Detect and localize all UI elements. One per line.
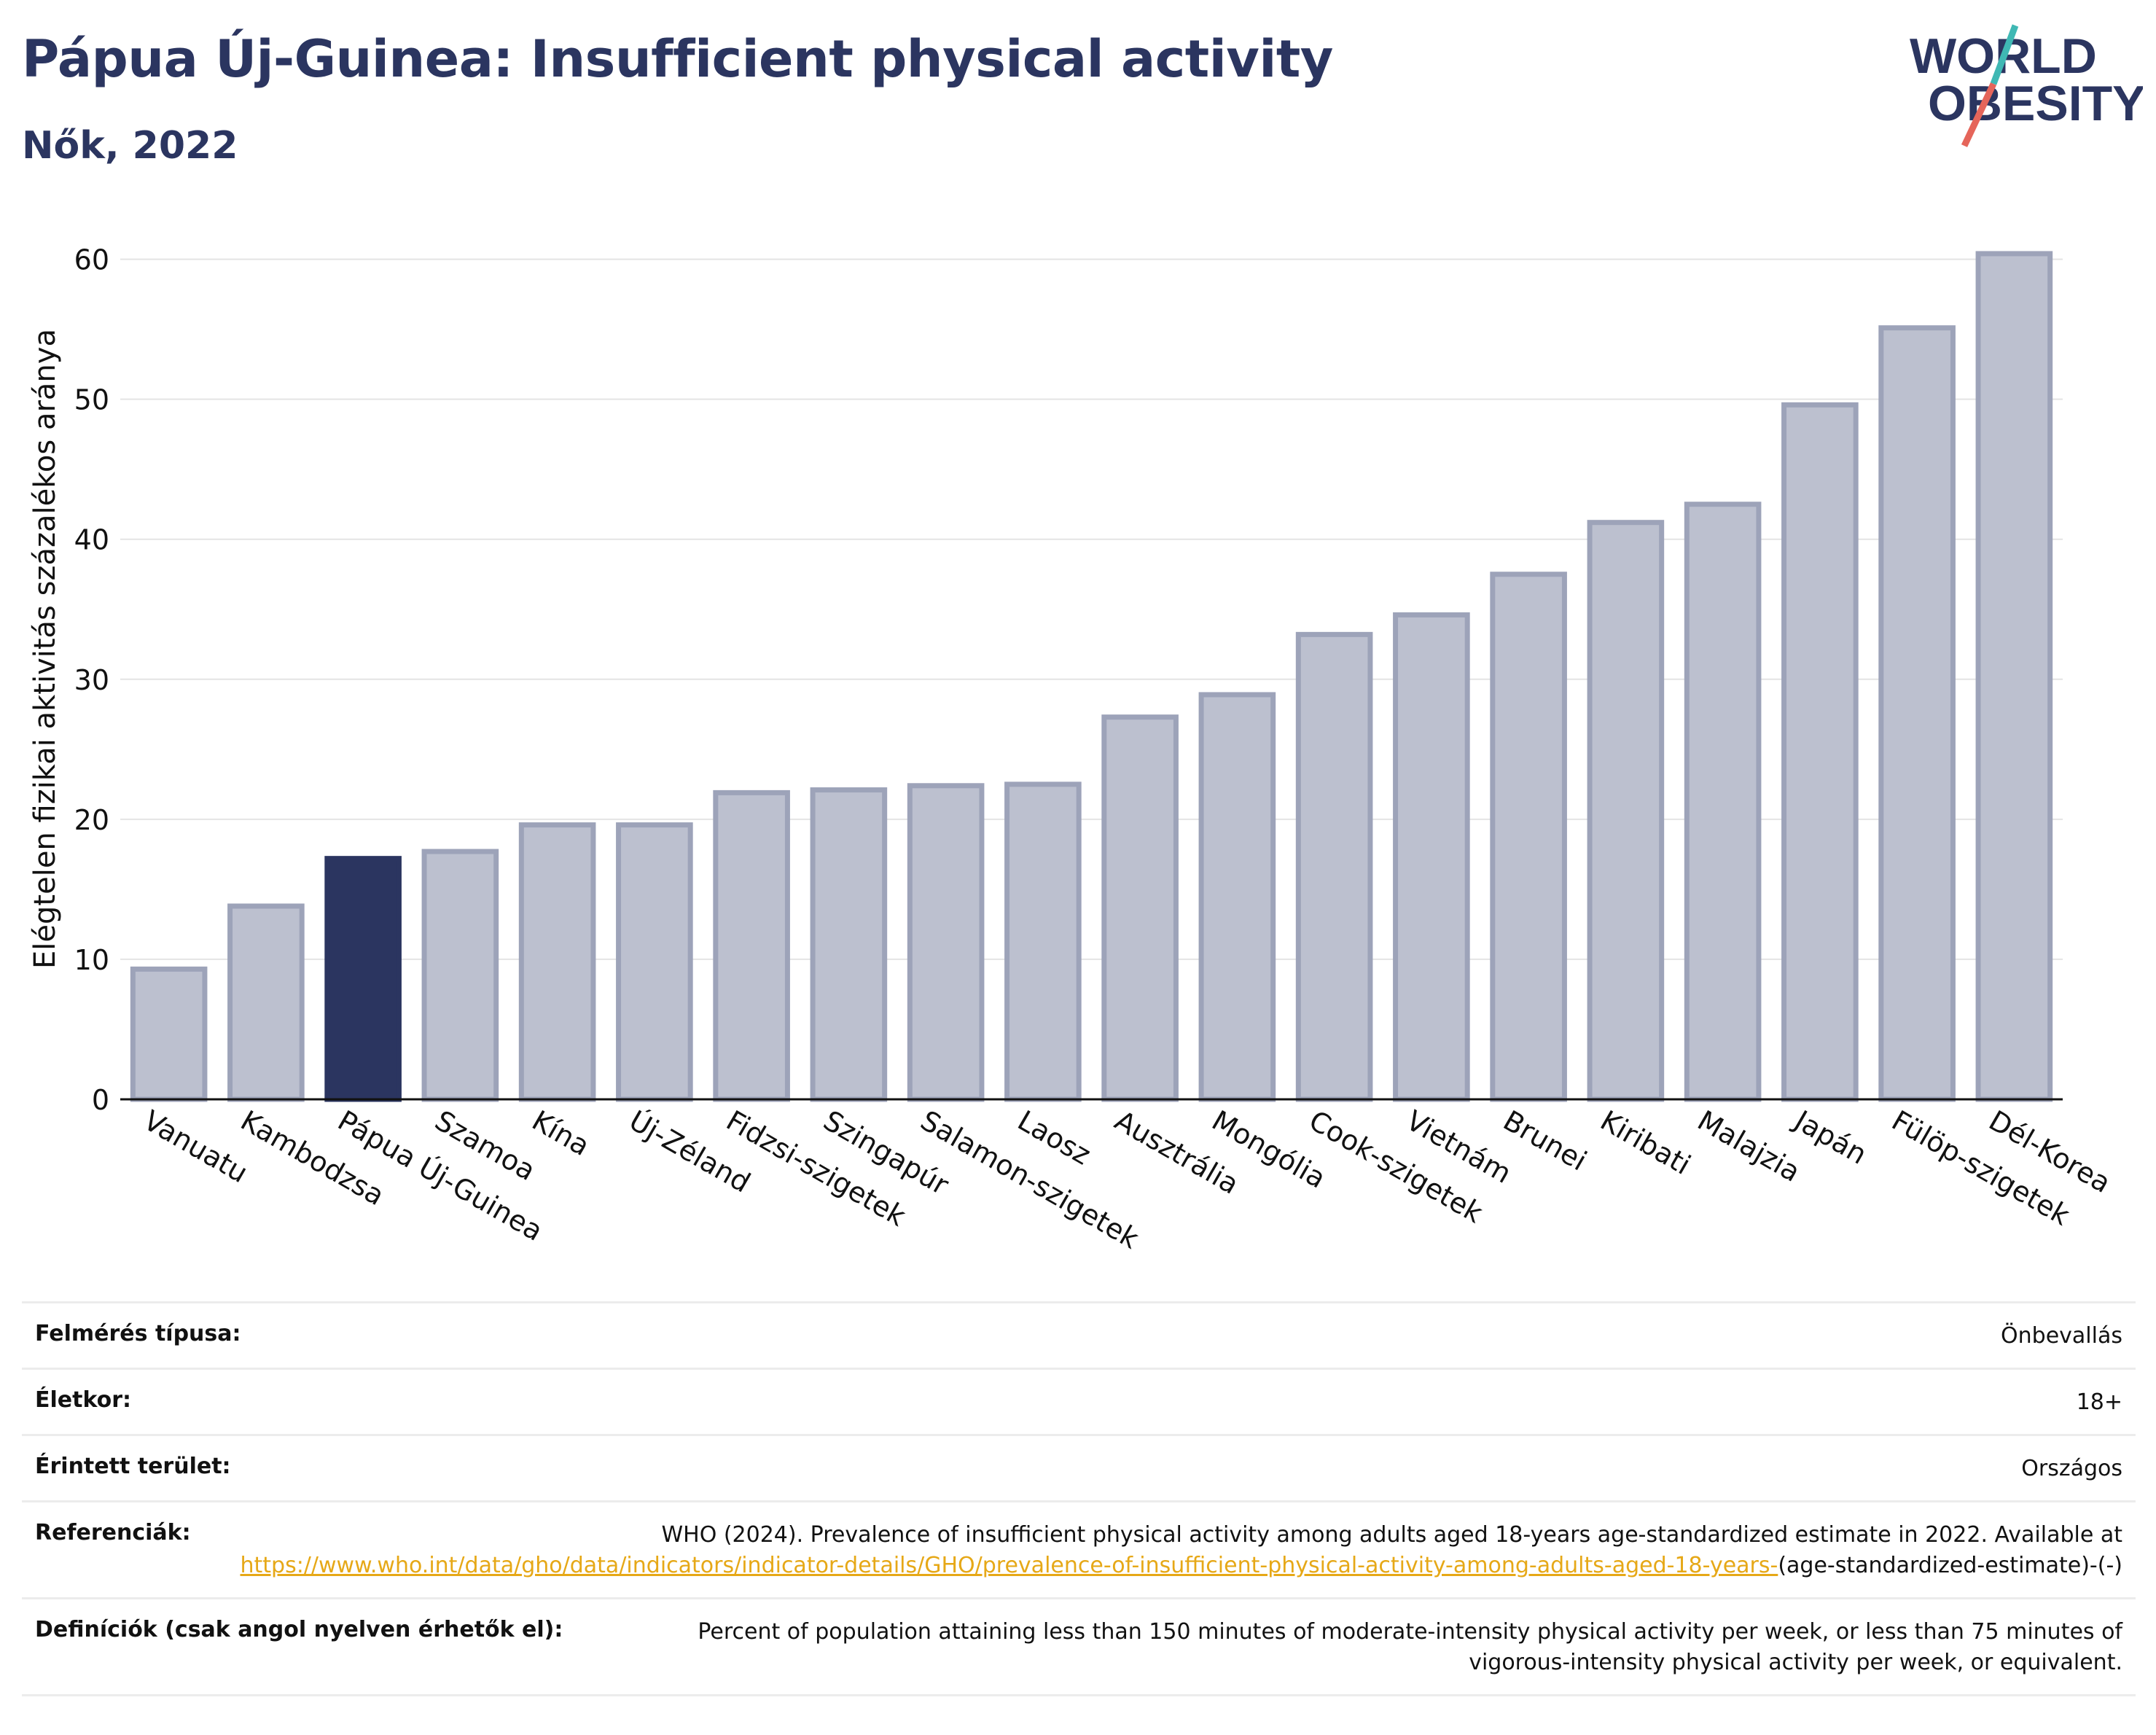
meta-key: Érintett terület: (35, 1454, 231, 1479)
y-tick-label: 40 (74, 524, 109, 556)
y-tick-label: 30 (74, 664, 109, 696)
reference-text: WHO (2024). Prevalence of insufficient p… (661, 1522, 2122, 1548)
bar-4 (421, 849, 499, 1102)
logo-slash-coral (1961, 82, 1997, 147)
y-tick-label: 20 (74, 804, 109, 836)
meta-value: WHO (2024). Prevalence of insufficient p… (235, 1520, 2122, 1581)
x-tick-label: Kiribati (1595, 1104, 1696, 1181)
bar-14 (1393, 612, 1470, 1102)
bar-9 (907, 783, 985, 1102)
bar-12 (1198, 692, 1276, 1102)
meta-row-references: Referenciák: WHO (2024). Prevalence of i… (22, 1500, 2136, 1597)
bar-11 (1101, 714, 1179, 1102)
bars (130, 251, 2053, 1102)
bar-6 (616, 822, 693, 1102)
grid-lines (120, 258, 2063, 960)
x-tick-label: Kína (527, 1104, 595, 1163)
y-tick-label: 60 (74, 244, 109, 276)
bar-10 (1004, 781, 1082, 1102)
y-tick-label: 10 (74, 944, 109, 976)
world-obesity-logo: WORLD OBESITY (1910, 24, 2143, 147)
metadata-table: Felmérés típusa: Önbevallás Életkor: 18+… (22, 1301, 2136, 1696)
logo-slash-teal (1990, 24, 2019, 85)
reference-suffix: (age-standardized-estimate)-(-) (1778, 1553, 2122, 1578)
bar-20 (1975, 251, 2053, 1102)
meta-row-area: Érintett terület: Országos (22, 1434, 2136, 1500)
meta-value: Percent of population attaining less tha… (698, 1619, 2122, 1675)
y-tick-labels: 0 10 20 30 40 50 60 (74, 244, 109, 1116)
meta-value: Országos (2021, 1456, 2122, 1481)
y-tick-label: 0 (92, 1084, 109, 1116)
y-tick-label: 50 (74, 384, 109, 416)
bar-16 (1587, 520, 1665, 1102)
meta-row-age: Életkor: 18+ (22, 1368, 2136, 1434)
bar-19 (1878, 325, 1956, 1102)
chart-title: Pápua Új-Guinea: Insufficient physical a… (22, 29, 1333, 89)
bar-17 (1684, 502, 1762, 1102)
x-tick-label: Vanuatu (138, 1104, 254, 1189)
bar-18 (1781, 402, 1859, 1102)
bar-3 (324, 856, 402, 1102)
meta-key: Felmérés típusa: (35, 1321, 241, 1346)
bar-15 (1490, 572, 1567, 1102)
meta-key: Definíciók (csak angol nyelven érhetők e… (35, 1617, 563, 1642)
meta-key: Referenciák: (35, 1520, 191, 1545)
meta-key: Életkor: (35, 1387, 132, 1413)
meta-row-definitions: Definíciók (csak angol nyelven érhetők e… (22, 1597, 2136, 1696)
meta-row-survey-type: Felmérés típusa: Önbevallás (22, 1301, 2136, 1368)
bar-5 (518, 822, 596, 1102)
reference-link[interactable]: https://www.who.int/data/gho/data/indica… (240, 1553, 1778, 1578)
bar-2 (227, 903, 305, 1102)
y-axis-label: Elégtelen fizikai aktivitás százalékos a… (28, 329, 62, 969)
meta-value: 18+ (2076, 1389, 2122, 1415)
bar-13 (1295, 631, 1373, 1102)
x-tick-label: Malajzia (1692, 1104, 1806, 1188)
chart-subtitle: Nők, 2022 (22, 124, 238, 168)
bar-8 (810, 787, 888, 1102)
bar-1 (130, 966, 208, 1102)
x-tick-label: Cook-szigetek (1304, 1104, 1488, 1230)
meta-value: Önbevallás (2001, 1323, 2122, 1349)
logo-line-2: OBESITY (1928, 76, 2143, 131)
bar-7 (713, 789, 790, 1102)
